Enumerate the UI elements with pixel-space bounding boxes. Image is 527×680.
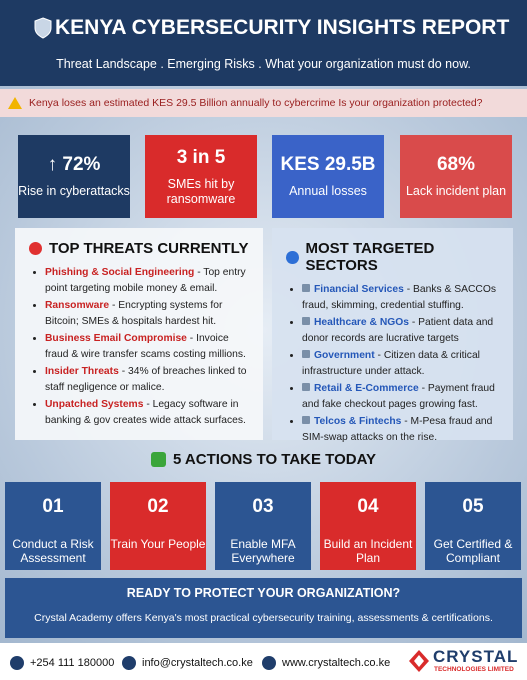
check-icon [150, 452, 166, 467]
sectors-title: MOST TARGETED SECTORS [305, 240, 435, 274]
stat-box: 68% Lack incident plan [400, 135, 512, 218]
blue-dot [286, 250, 299, 264]
stat-label: Rise in cyberattacks [18, 184, 130, 198]
phone: +254 111 180000 [10, 656, 114, 670]
item-name: Healthcare & NGOs [314, 317, 409, 328]
list-item: Healthcare & NGOs - Patient data and don… [302, 315, 503, 347]
stat-label: Annual losses [289, 184, 367, 198]
sectors-panel: MOST TARGETED SECTORS Financial Services… [272, 228, 513, 443]
list-item: Government - Citizen data & critical inf… [302, 348, 503, 380]
action-label: Train Your People [110, 537, 206, 551]
item-name: Business Email Compromise [45, 333, 187, 344]
alert-text: Kenya loses an estimated KES 29.5 Billio… [29, 97, 483, 109]
action-box: 01 Conduct a Risk Assessment [5, 482, 101, 570]
actions-title: 5 ACTIONS TO TAKE TODAY [172, 451, 377, 468]
red-dot [29, 242, 42, 255]
action-box: 02 Train Your People [110, 482, 206, 570]
item-text: - Encrypting systems for Bitcoin; SMEs &… [45, 300, 223, 327]
phone-text: +254 111 180000 [30, 656, 115, 669]
item-text: - Citizen data & critical infrastructure… [302, 350, 480, 377]
action-number: 02 [147, 496, 169, 517]
item-text: - Banks & SACCOs fraud, skimming, creden… [302, 284, 497, 311]
action-label: Build an Incident Plan [323, 537, 413, 565]
stat-box: ↑ 72% Rise in cyberattacks [18, 135, 130, 218]
header: KENYA CYBERSECURITY INSIGHTS REPORT Thre… [0, 0, 527, 86]
action-number: 03 [252, 496, 274, 517]
item-name: Financial Services [314, 284, 404, 295]
item-text: - Top entry point targeting mobile money… [45, 267, 246, 294]
threats-title: TOP THREATS CURRENTLY [49, 240, 249, 257]
action-label: Conduct a Risk Assessment [12, 537, 94, 565]
sector-icon [302, 350, 310, 358]
subtitle: Threat Landscape . Emerging Risks . What… [56, 57, 471, 71]
list-item: Telcos & Fintechs - M-Pesa fraud and SIM… [302, 414, 503, 446]
website: www.crystaltech.co.ke [262, 656, 390, 670]
email: info@crystaltech.co.ke [122, 656, 253, 670]
item-name: Telcos & Fintechs [314, 416, 402, 427]
sector-icon [302, 383, 310, 391]
stat-label: SMEs hit by ransomware [166, 176, 236, 206]
item-text: - Patient data and donor records are luc… [302, 317, 494, 344]
list-item: Ransomware - Encrypting systems for Bitc… [45, 298, 253, 330]
list-item: Retail & E-Commerce - Payment fraud and … [302, 381, 503, 413]
threats-panel: TOP THREATS CURRENTLY Phishing & Social … [15, 228, 263, 440]
warning-icon [8, 97, 22, 109]
action-box: 03 Enable MFA Everywhere [215, 482, 311, 570]
stat-box: KES 29.5B Annual losses [272, 135, 384, 218]
brand: CRYSTAL [433, 647, 519, 666]
list-item: Unpatched Systems - Legacy software in b… [45, 397, 253, 429]
action-number: 05 [462, 496, 484, 517]
email-text: info@crystaltech.co.ke [142, 656, 253, 669]
brand-logo [409, 650, 429, 672]
list-item: Financial Services - Banks & SACCOs frau… [302, 282, 503, 314]
item-text: - Legacy software in banking & gov creat… [45, 399, 246, 426]
item-text: - 34% of breaches linked to staff neglig… [45, 366, 247, 393]
list-item: Phishing & Social Engineering - Top entr… [45, 265, 253, 297]
item-name: Unpatched Systems [45, 399, 144, 410]
sector-icon [302, 416, 310, 424]
list-item: Business Email Compromise - Invoice frau… [45, 331, 253, 363]
title: KENYA CYBERSECURITY INSIGHTS REPORT [55, 16, 510, 39]
item-name: Insider Threats [45, 366, 119, 377]
actions-heading: 5 ACTIONS TO TAKE TODAY [0, 451, 527, 468]
item-text: - Payment fraud and fake checkout pages … [302, 383, 495, 410]
list-item: Insider Threats - 34% of breaches linked… [45, 364, 253, 396]
website-text: www.crystaltech.co.ke [282, 656, 391, 669]
list: Financial Services - Banks & SACCOs frau… [286, 282, 503, 446]
sector-icon [302, 284, 310, 292]
stat-value: ↑ 72% [47, 154, 101, 175]
item-text: - M-Pesa fraud and SIM-swap attacks on t… [302, 416, 493, 443]
list: Phishing & Social Engineering - Top entr… [29, 265, 253, 429]
item-name: Phishing & Social Engineering [45, 267, 195, 278]
cta-title: READY TO PROTECT YOUR ORGANIZATION? [126, 586, 401, 600]
shield-icon [34, 17, 52, 39]
action-label: Get Certified & Compliant [433, 537, 513, 565]
stat-box: 3 in 5 SMEs hit by ransomware [145, 135, 257, 218]
cta-text: Crystal Academy offers Kenya's most prac… [34, 612, 493, 624]
item-name: Retail & E-Commerce [314, 383, 419, 394]
item-name: Government [314, 350, 375, 361]
item-name: Ransomware [45, 300, 110, 311]
stat-value: 68% [436, 154, 476, 175]
item-text: - Invoice fraud & wire transfer scams co… [45, 333, 246, 360]
alert-bar: Kenya loses an estimated KES 29.5 Billio… [0, 89, 527, 117]
action-box: 05 Get Certified & Compliant [425, 482, 521, 570]
cta: READY TO PROTECT YOUR ORGANIZATION? Crys… [5, 578, 522, 638]
action-box: 04 Build an Incident Plan [320, 482, 416, 570]
stat-value: 3 in 5 [176, 146, 226, 168]
stat-value: KES 29.5B [280, 154, 376, 175]
sector-icon [302, 317, 310, 325]
action-number: 04 [357, 496, 379, 517]
stat-label: Lack incident plan [405, 184, 507, 198]
action-label: Enable MFA Everywhere [230, 537, 296, 565]
action-number: 01 [42, 496, 64, 517]
brand-sub: TECHNOLOGIES LIMITED [434, 666, 514, 673]
